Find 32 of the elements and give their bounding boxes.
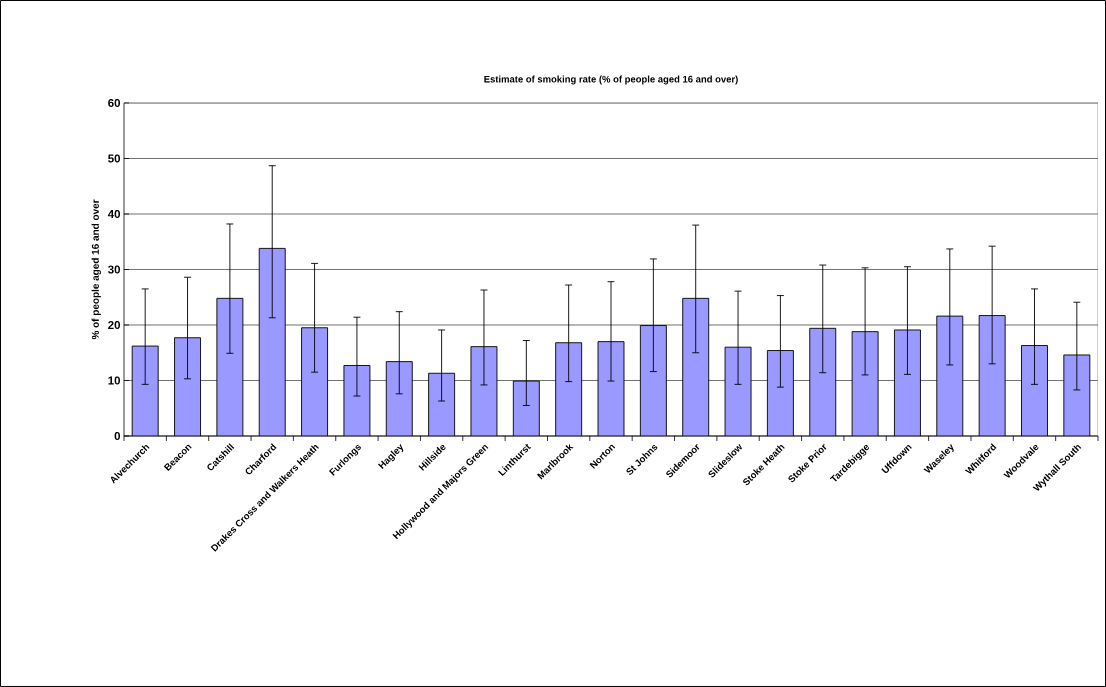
bar bbox=[174, 337, 201, 436]
bar bbox=[343, 365, 370, 436]
y-tick-label: 20 bbox=[108, 320, 121, 330]
bar bbox=[640, 325, 667, 436]
bar bbox=[259, 248, 286, 436]
bar bbox=[428, 373, 455, 436]
bar bbox=[936, 316, 963, 436]
bar bbox=[386, 361, 413, 436]
y-tick-label: 0 bbox=[114, 431, 121, 441]
y-tick-label: 50 bbox=[108, 154, 121, 163]
bar bbox=[809, 328, 836, 436]
bar bbox=[301, 327, 328, 436]
y-tick-label: 60 bbox=[108, 98, 121, 108]
bar bbox=[682, 298, 709, 436]
bar bbox=[598, 341, 625, 436]
bar bbox=[555, 342, 582, 436]
bar bbox=[216, 298, 243, 436]
y-axis-title: % of people aged 16 and over bbox=[91, 199, 101, 340]
bar bbox=[1063, 354, 1091, 436]
bar bbox=[894, 329, 921, 436]
bar bbox=[767, 350, 794, 436]
chart-title: Estimate of smoking rate (% of people aged 16 and over) bbox=[484, 75, 738, 85]
bar bbox=[979, 315, 1006, 436]
bar bbox=[725, 347, 752, 436]
y-tick-label: 40 bbox=[107, 209, 121, 219]
y-tick-label: 30 bbox=[108, 265, 121, 274]
bar bbox=[852, 331, 879, 436]
bar bbox=[470, 346, 497, 436]
bar bbox=[132, 346, 159, 436]
bar bbox=[513, 381, 540, 436]
bar bbox=[1021, 345, 1048, 436]
y-tick-label: 10 bbox=[108, 376, 121, 385]
